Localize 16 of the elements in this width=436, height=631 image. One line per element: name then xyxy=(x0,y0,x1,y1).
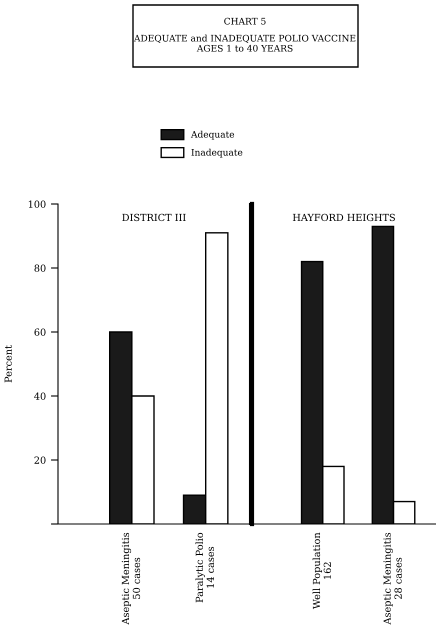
x-tick-label: Aseptic Meningitis 28 cases xyxy=(383,532,402,625)
y-axis-title: Percent xyxy=(4,345,12,382)
chart-subtitle: ADEQUATE and INADEQUATE POLIO VACCINE AGES 1 to 40 YEARS xyxy=(134,34,356,52)
y-tick-label: 20 xyxy=(34,456,46,464)
y-tick-label: 60 xyxy=(34,328,46,336)
x-tick-label: Well Population 162 xyxy=(312,532,332,610)
y-tick-label: 100 xyxy=(28,200,46,208)
y-tick-label: 80 xyxy=(34,264,46,272)
chart-title: CHART 5 xyxy=(224,18,266,25)
legend-label: Inadequate xyxy=(191,148,242,158)
annotation: HAYFORD HEIGHTS xyxy=(292,214,395,222)
x-tick-label: Aseptic Meningitis 50 cases xyxy=(122,532,140,625)
x-tick-label: Paralytic Polio 14 cases xyxy=(195,532,214,602)
annotation: DISTRICT III xyxy=(122,214,186,222)
legend-label: Adequate xyxy=(190,130,234,140)
y-tick-label: 40 xyxy=(34,392,46,400)
